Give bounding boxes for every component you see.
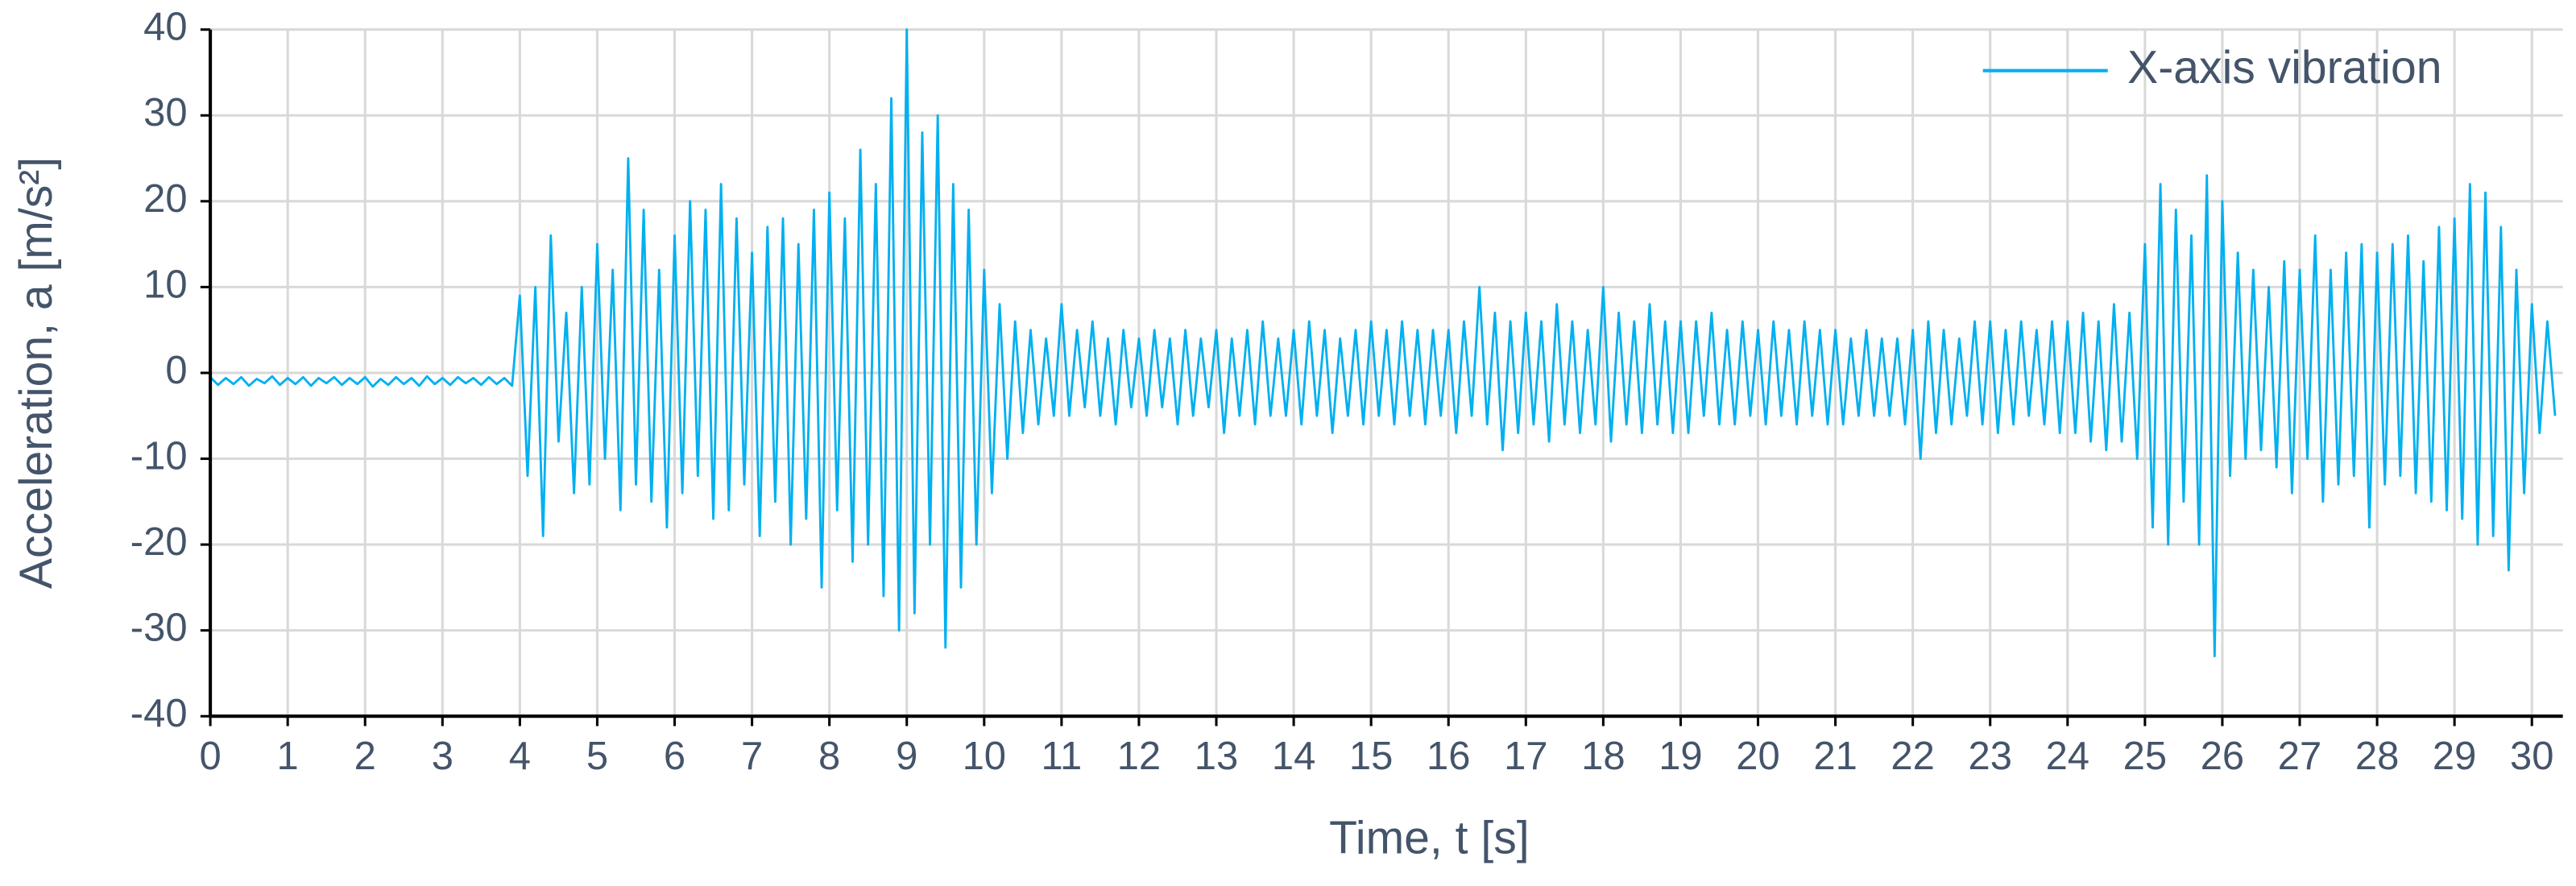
y-tick-label: -40 [130,692,188,735]
x-tick-label: 30 [2510,735,2553,778]
x-tick-label: 10 [963,735,1006,778]
x-tick-label: 29 [2433,735,2476,778]
x-tick-label: 3 [432,735,453,778]
x-tick-label: 15 [1349,735,1393,778]
x-tick-label: 22 [1891,735,1934,778]
x-tick-label: 17 [1504,735,1547,778]
x-tick-label: 9 [896,735,917,778]
x-tick-label: 12 [1117,735,1161,778]
y-tick-label: 10 [143,263,187,306]
data-line [209,28,2557,658]
x-tick-label: 11 [1041,735,1082,778]
x-tick-label: 20 [1736,735,1779,778]
x-tick-label: 23 [1969,735,2012,778]
y-tick-label: -20 [130,520,188,564]
x-tick-label: 14 [1272,735,1315,778]
x-tick-label: 16 [1427,735,1470,778]
x-tick-label: 28 [2355,735,2399,778]
x-axis-title: Time, t [s] [1329,812,1529,863]
x-tick-label: 8 [818,735,840,778]
x-tick-label: 7 [741,735,763,778]
y-tick-label: 40 [143,6,187,49]
y-tick-label: -30 [130,607,188,650]
x-tick-label: 2 [354,735,376,778]
x-tick-label: 5 [586,735,608,778]
x-tick-label: 13 [1195,735,1238,778]
legend-label: X-axis vibration [2127,42,2441,93]
y-axis-title: Acceleration, a [m/s²] [10,157,62,589]
x-tick-label: 18 [1581,735,1625,778]
x-tick-label: 21 [1813,735,1857,778]
x-tick-label: 6 [664,735,685,778]
x-tick-label: 25 [2123,735,2167,778]
x-tick-label: 0 [199,735,221,778]
x-tick-label: 4 [509,735,531,778]
y-tick-label: 30 [143,91,187,135]
x-tick-label: 19 [1659,735,1702,778]
x-tick-label: 27 [2278,735,2321,778]
x-tick-label: 26 [2201,735,2244,778]
y-tick-label: -10 [130,434,188,478]
y-tick-label: 0 [165,349,187,392]
y-tick-label: 20 [143,177,187,221]
x-tick-label: 1 [277,735,299,778]
x-tick-label: 24 [2046,735,2089,778]
